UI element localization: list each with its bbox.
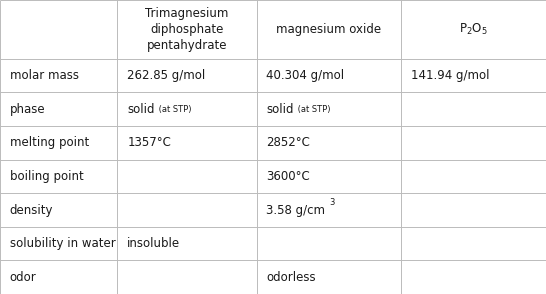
Text: solubility in water: solubility in water <box>10 237 116 250</box>
Text: 262.85 g/mol: 262.85 g/mol <box>127 69 205 82</box>
Text: 40.304 g/mol: 40.304 g/mol <box>266 69 345 82</box>
Text: solid: solid <box>127 103 155 116</box>
Text: 3.58 g/cm: 3.58 g/cm <box>266 203 325 216</box>
Text: phase: phase <box>10 103 45 116</box>
Text: (at STP): (at STP) <box>295 105 330 114</box>
Text: 1357°C: 1357°C <box>127 136 171 149</box>
Text: 3: 3 <box>329 198 335 207</box>
Text: P$_2$O$_5$: P$_2$O$_5$ <box>459 22 488 37</box>
Text: 3600°C: 3600°C <box>266 170 310 183</box>
Text: 141.94 g/mol: 141.94 g/mol <box>411 69 490 82</box>
Text: solid: solid <box>266 103 294 116</box>
Text: magnesium oxide: magnesium oxide <box>276 23 382 36</box>
Text: insoluble: insoluble <box>127 237 180 250</box>
Text: molar mass: molar mass <box>10 69 79 82</box>
Text: boiling point: boiling point <box>10 170 84 183</box>
Text: melting point: melting point <box>10 136 89 149</box>
Text: density: density <box>10 203 54 216</box>
Text: odor: odor <box>10 271 37 284</box>
Text: 2852°C: 2852°C <box>266 136 310 149</box>
Text: Trimagnesium
diphosphate
pentahydrate: Trimagnesium diphosphate pentahydrate <box>145 7 229 52</box>
Text: (at STP): (at STP) <box>156 105 191 114</box>
Text: odorless: odorless <box>266 271 316 284</box>
